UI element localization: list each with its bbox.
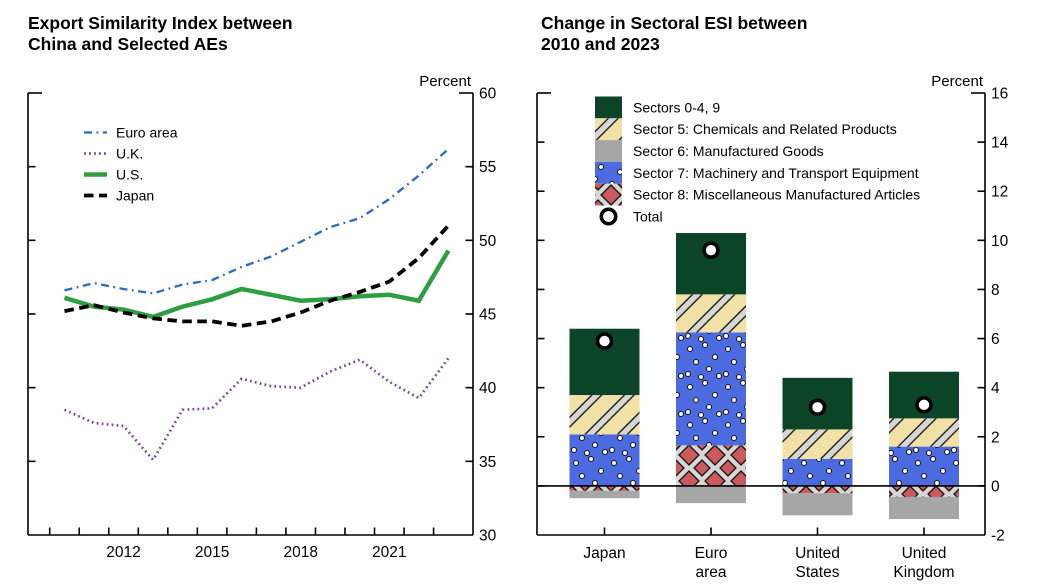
x-axis-tick-label: 2012 bbox=[106, 544, 140, 561]
bar-segment-s5 bbox=[676, 294, 746, 333]
bar-segment-s7 bbox=[676, 332, 746, 446]
legend-label: Japan bbox=[116, 188, 154, 204]
esi-line-chart: 30 35 40 45 50 55 60 Percent 2012 2015 2018 2021 Eur… bbox=[27, 73, 497, 561]
legend-item-euro-area: Euro area bbox=[84, 125, 178, 141]
sectoral-esi-bar-chart: -2 0 2 4 6 8 10 12 14 16 Percent Japan Euro area Unite… bbox=[536, 73, 1009, 581]
left-chart-title-line2: China and Selected AEs bbox=[28, 34, 228, 54]
bar-euro-area bbox=[676, 232, 746, 504]
legend-label: U.K. bbox=[116, 146, 143, 162]
bar-segment-s5 bbox=[889, 418, 959, 447]
legend-swatch-s5 bbox=[595, 118, 622, 141]
legend-item-s7: Sector 7: Machinery and Transport Equipm… bbox=[595, 161, 919, 184]
y-axis-tick-label: 50 bbox=[479, 233, 497, 250]
x-axis-category-label: area bbox=[695, 564, 726, 581]
y-axis-tick-label: 40 bbox=[479, 380, 497, 397]
series-line-japan bbox=[64, 224, 450, 328]
x-axis-tick-label: 2021 bbox=[372, 544, 406, 561]
total-marker bbox=[808, 398, 827, 417]
y-axis-tick-label: 30 bbox=[479, 528, 497, 545]
bar-segment-s6 bbox=[676, 485, 746, 504]
bar-segment-s6 bbox=[889, 496, 959, 520]
right-chart-title: Change in Sectoral ESI between 2010 and 2… bbox=[541, 13, 807, 55]
legend-label: Total bbox=[633, 209, 663, 225]
bar-segment-s6 bbox=[782, 493, 853, 516]
legend-item-s5: Sector 5: Chemicals and Related Products bbox=[595, 118, 897, 141]
bar-segment-s7 bbox=[889, 446, 959, 486]
total-marker bbox=[915, 396, 933, 414]
legend-total-marker bbox=[599, 207, 618, 226]
x-axis-category-label: Japan bbox=[583, 545, 625, 562]
y-axis-tick-label: 6 bbox=[991, 331, 1000, 348]
legend-label: Sector 7: Machinery and Transport Equipm… bbox=[633, 165, 919, 181]
right-chart-title-line1: Change in Sectoral ESI between bbox=[541, 13, 808, 33]
legend-swatch-s0 bbox=[595, 96, 622, 119]
legend-swatch-s7 bbox=[595, 161, 622, 184]
y-axis-tick-label: 14 bbox=[991, 135, 1009, 152]
legend-item-s8: Sector 8: Miscellaneous Manufactured Art… bbox=[595, 183, 920, 206]
y-axis-tick-label: 2 bbox=[991, 429, 1000, 446]
legend-label: Euro area bbox=[116, 125, 178, 141]
bar-japan bbox=[569, 328, 640, 499]
y-axis-tick-label: 60 bbox=[479, 86, 497, 103]
legend-label: Sector 8: Miscellaneous Manufactured Art… bbox=[633, 187, 920, 203]
y-axis-tick-label: 45 bbox=[479, 307, 496, 324]
x-axis-category-label: United bbox=[902, 545, 947, 562]
bar-united-kingdom bbox=[889, 371, 959, 520]
legend-label: Sector 6: Manufactured Goods bbox=[633, 143, 824, 159]
y-axis-tick-label: 16 bbox=[991, 86, 1008, 103]
x-axis-tick-label: 2015 bbox=[195, 544, 229, 561]
bar-segment-s5 bbox=[569, 395, 640, 435]
y-axis-unit-label: Percent bbox=[419, 73, 472, 90]
y-axis-tick-label: 55 bbox=[479, 159, 496, 176]
bar-united-states bbox=[782, 377, 853, 516]
legend-label: Sector 5: Chemicals and Related Products bbox=[633, 121, 897, 137]
bar-segment-s8 bbox=[569, 485, 640, 491]
left-chart-title: Export Similarity Index between China and… bbox=[28, 13, 293, 55]
legend-label: Sectors 0-4, 9 bbox=[633, 99, 720, 115]
y-axis-tick-label: -2 bbox=[991, 528, 1005, 545]
bar-segment-s8 bbox=[889, 485, 959, 497]
legend-swatch-s8 bbox=[595, 183, 622, 206]
legend-item-s0: Sectors 0-4, 9 bbox=[595, 96, 720, 119]
series-line-u-s- bbox=[63, 249, 451, 320]
bar-segment-s5 bbox=[782, 429, 853, 459]
y-axis-tick-label: 8 bbox=[991, 282, 1000, 299]
legend-item-s6: Sector 6: Manufactured Goods bbox=[595, 140, 824, 162]
x-axis-category-label: United bbox=[795, 545, 840, 562]
legend-item-u-k-: U.K. bbox=[84, 146, 143, 162]
x-axis-tick-label: 2018 bbox=[283, 544, 317, 561]
x-axis-category-label: Kingdom bbox=[893, 564, 954, 581]
bar-segment-s6 bbox=[569, 490, 640, 499]
x-axis-category-label: States bbox=[796, 564, 840, 581]
y-axis-tick-label: 35 bbox=[479, 454, 496, 471]
legend-swatch-s6 bbox=[595, 140, 622, 162]
legend-item-japan: Japan bbox=[84, 188, 154, 204]
series-line-u-k- bbox=[63, 357, 450, 463]
x-axis-category-label: Euro bbox=[695, 545, 728, 562]
bar-segment-s8 bbox=[676, 445, 746, 486]
series-line-euro-area bbox=[64, 148, 450, 295]
axis-frame bbox=[536, 92, 986, 536]
total-marker bbox=[702, 241, 720, 259]
bar-segment-s7 bbox=[782, 458, 853, 486]
legend-item-u-s-: U.S. bbox=[84, 167, 143, 183]
right-chart-title-line2: 2010 and 2023 bbox=[541, 34, 660, 54]
y-axis-tick-label: 10 bbox=[991, 233, 1009, 250]
y-axis-unit-label: Percent bbox=[931, 73, 984, 90]
left-chart-title-line1: Export Similarity Index between bbox=[28, 13, 293, 33]
legend-item-total: Total bbox=[599, 207, 663, 226]
y-axis-tick-label: 0 bbox=[991, 478, 1000, 495]
bar-segment-s8 bbox=[782, 485, 853, 494]
y-axis-tick-label: 12 bbox=[991, 184, 1008, 201]
y-axis-tick-label: 4 bbox=[991, 380, 1000, 397]
total-marker bbox=[595, 332, 614, 350]
bar-segment-s7 bbox=[569, 434, 640, 486]
legend-label: U.S. bbox=[116, 167, 143, 183]
axis-frame bbox=[27, 92, 474, 536]
